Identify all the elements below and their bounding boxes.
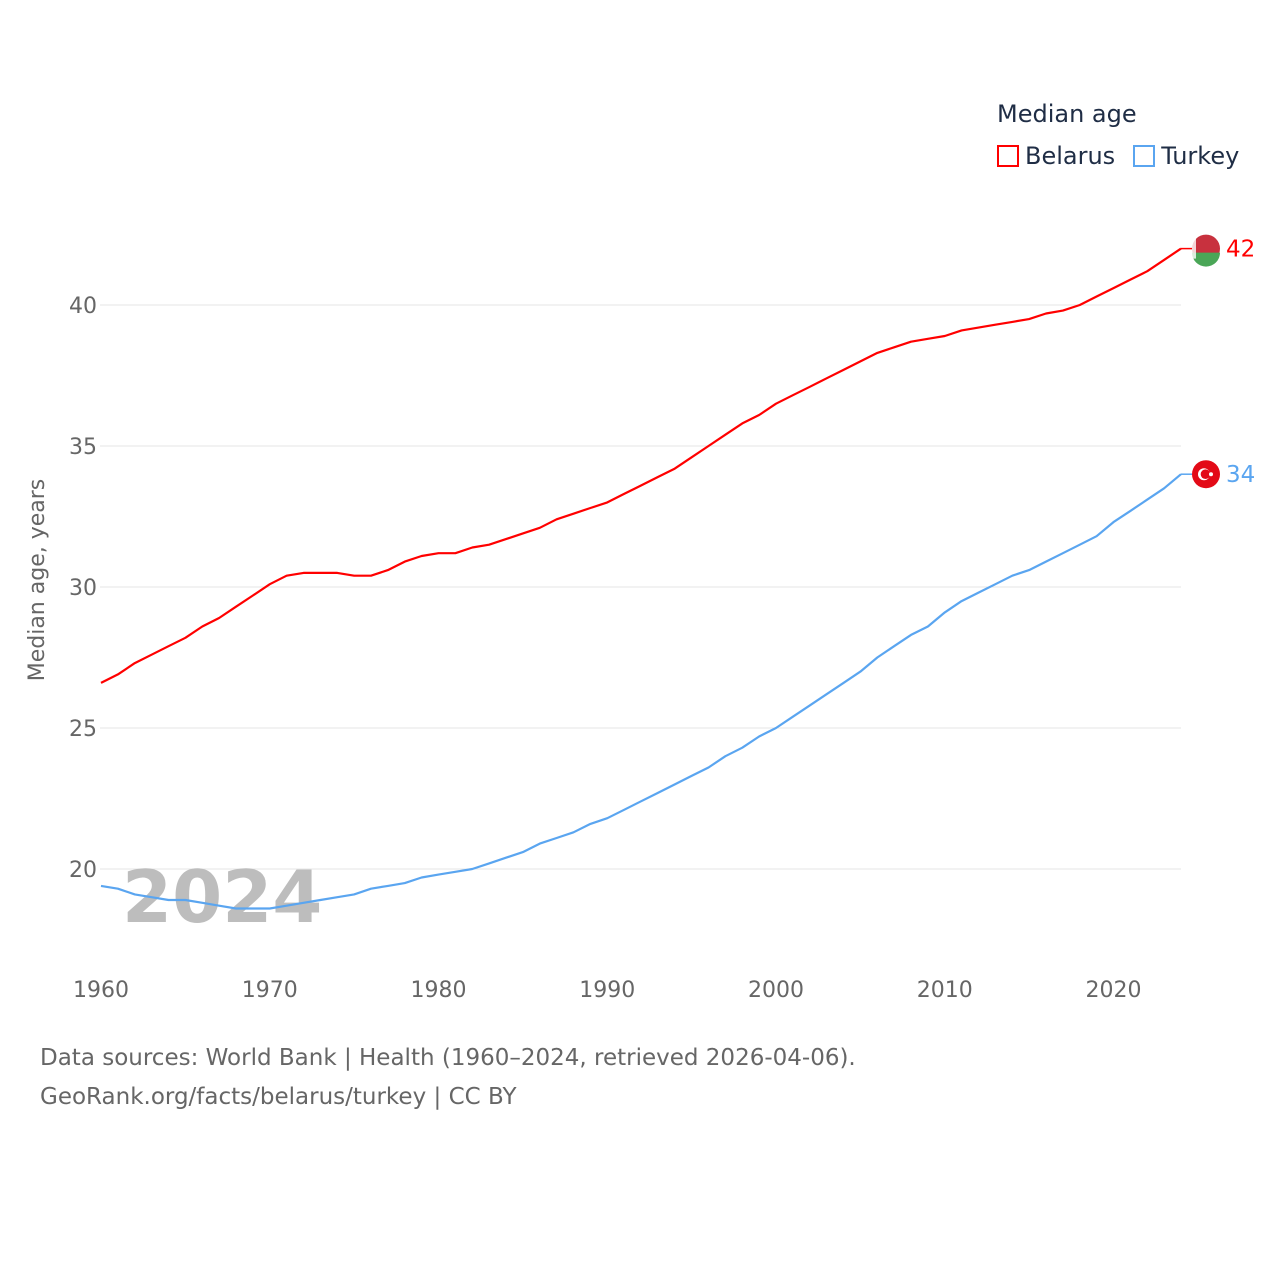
legend-item-turkey[interactable]: Turkey: [1133, 142, 1239, 170]
legend-title: Median age: [997, 100, 1137, 128]
end-value-label-belarus: 42: [1226, 237, 1255, 263]
legend-label-belarus: Belarus: [1025, 142, 1116, 170]
y-tick-label: 30: [69, 576, 97, 601]
legend-swatch-belarus: [997, 145, 1019, 167]
y-tick-label: 35: [69, 435, 97, 460]
y-tick-label: 25: [69, 717, 97, 742]
legend: Belarus Turkey: [997, 142, 1239, 170]
x-tick-label: 1980: [411, 978, 467, 1003]
end-value-label-turkey: 34: [1226, 462, 1255, 488]
source-link[interactable]: GeoRank.org/facts/belarus/turkey | CC BY: [40, 1084, 517, 1110]
source-note: Data sources: World Bank | Health (1960–…: [40, 1045, 856, 1071]
legend-label-turkey: Turkey: [1161, 142, 1240, 170]
flag-belarus-ornament: [1192, 238, 1196, 259]
x-tick-label: 2010: [917, 978, 973, 1003]
flag-turkey-star: [1209, 472, 1213, 477]
series-line-turkey: [100, 473, 1182, 910]
x-tick-label: 1990: [579, 978, 635, 1003]
legend-swatch-turkey: [1133, 145, 1156, 167]
series-line-belarus: [100, 247, 1182, 684]
x-tick-label: 1970: [242, 978, 298, 1003]
x-tick-label: 2000: [748, 978, 804, 1003]
y-axis-label: Median age, years: [25, 479, 50, 682]
x-tick-label: 2020: [1086, 978, 1142, 1003]
legend-item-belarus[interactable]: Belarus: [997, 142, 1115, 170]
x-tick-label: 1960: [73, 978, 129, 1003]
flag-turkey-crescent-inner: [1200, 469, 1211, 480]
flag-belarus-green: [1192, 252, 1220, 267]
y-tick-label: 40: [69, 294, 97, 319]
y-tick-label: 20: [69, 858, 97, 883]
